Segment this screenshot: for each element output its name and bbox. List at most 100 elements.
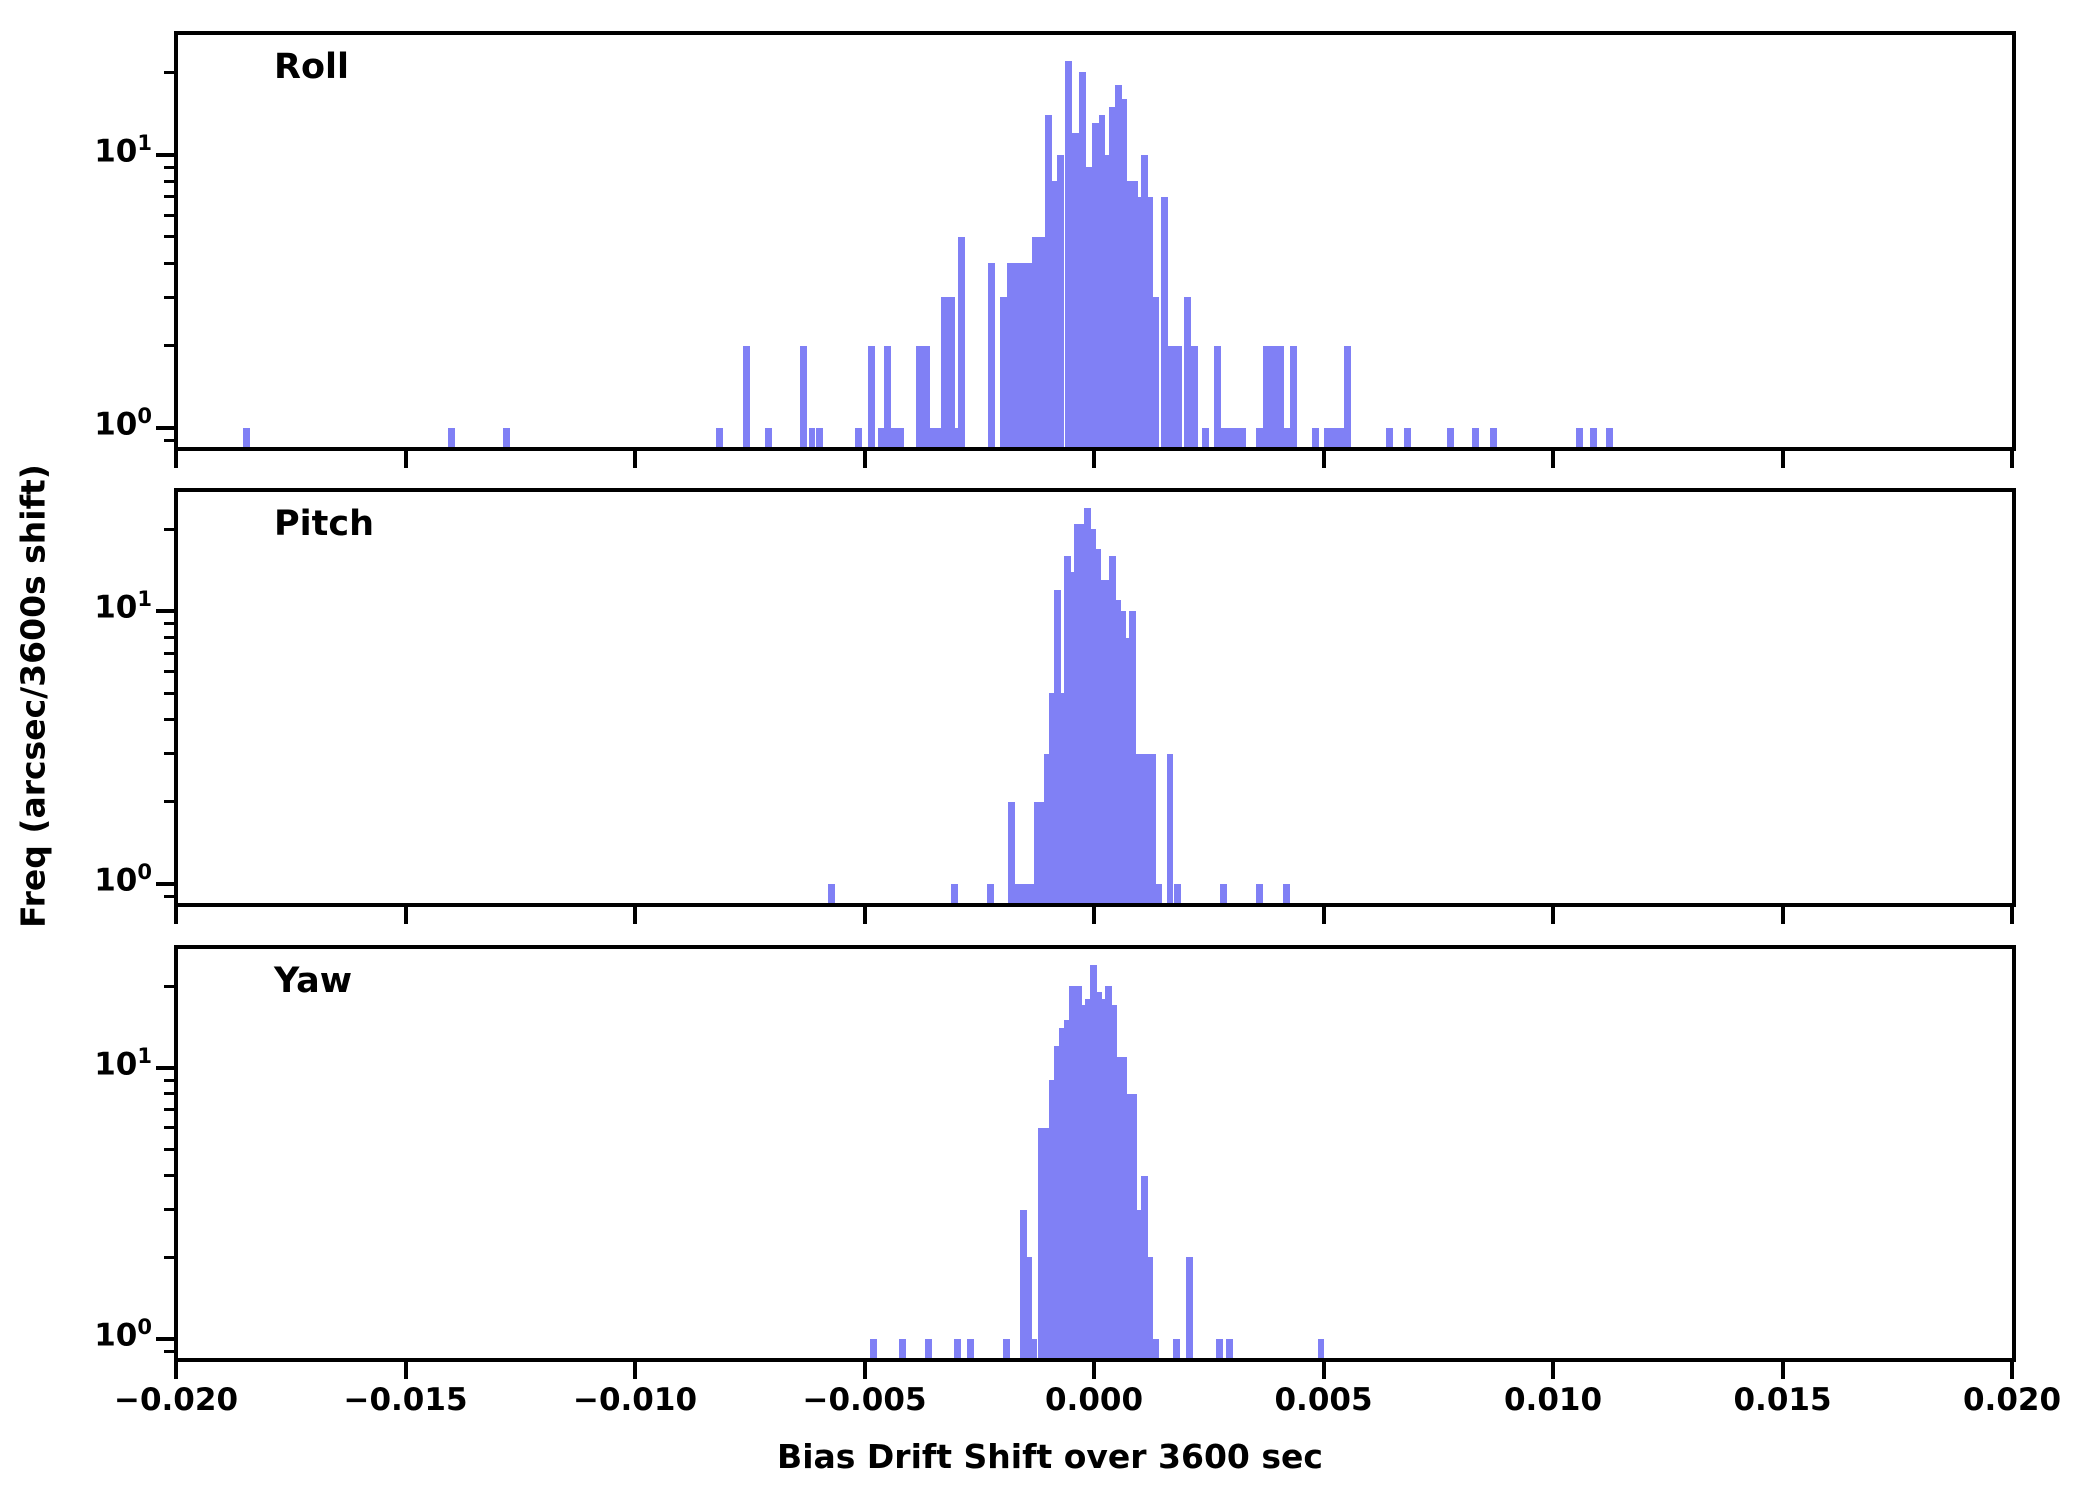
x-tick-mark bbox=[1551, 451, 1555, 468]
histogram-bar bbox=[899, 1338, 907, 1358]
histogram-bar bbox=[1330, 427, 1338, 447]
histogram-bar bbox=[1161, 196, 1168, 447]
histogram-bar bbox=[1490, 427, 1497, 447]
y-minor-tick-mark bbox=[164, 1255, 174, 1259]
x-tick-label: 0.020 bbox=[1962, 1382, 2062, 1418]
histogram-bar bbox=[1167, 345, 1175, 447]
histogram-bar bbox=[1099, 998, 1107, 1358]
x-tick-mark bbox=[1780, 451, 1785, 468]
histogram-bar bbox=[1025, 1257, 1033, 1358]
histogram-bar bbox=[1172, 1338, 1180, 1358]
histogram-bar bbox=[1108, 106, 1116, 447]
x-tick-mark bbox=[862, 451, 867, 468]
histogram-bar bbox=[1103, 154, 1111, 447]
histogram-bar bbox=[1125, 181, 1133, 447]
y-minor-tick-mark bbox=[164, 235, 174, 239]
y-minor-tick-mark bbox=[164, 179, 174, 183]
histogram-bar bbox=[1015, 883, 1022, 903]
x-tick-mark bbox=[2010, 1362, 2014, 1379]
histogram-bar bbox=[1151, 297, 1159, 447]
histogram-bar bbox=[1282, 883, 1290, 903]
y-minor-tick-mark bbox=[164, 527, 174, 531]
yaw-histogram-bars bbox=[178, 949, 2012, 1358]
histogram-bar bbox=[1000, 297, 1008, 447]
histogram-bar bbox=[987, 263, 995, 447]
histogram-bar bbox=[1058, 693, 1066, 903]
panel-label-yaw: Yaw bbox=[274, 961, 353, 1001]
histogram-bar bbox=[243, 427, 250, 447]
y-minor-tick-mark bbox=[164, 1349, 174, 1353]
histogram-bar bbox=[967, 1338, 975, 1358]
histogram-bar bbox=[808, 427, 816, 447]
y-minor-tick-mark bbox=[164, 1092, 174, 1096]
histogram-bar bbox=[933, 427, 941, 447]
histogram-bar bbox=[951, 883, 959, 903]
y-tick-label: 100 bbox=[94, 1314, 152, 1354]
y-tick-label: 101 bbox=[94, 1043, 152, 1083]
y-minor-tick-mark bbox=[164, 691, 174, 695]
x-tick-mark bbox=[403, 907, 408, 924]
x-tick-mark bbox=[1780, 1362, 1785, 1379]
histogram-bar bbox=[958, 236, 966, 447]
histogram-bar bbox=[1141, 1175, 1149, 1358]
histogram-bar bbox=[1404, 427, 1412, 447]
x-tick-mark bbox=[1321, 907, 1326, 924]
y-tick-mark bbox=[156, 609, 174, 614]
histogram-bar bbox=[1008, 801, 1016, 903]
panel-label-roll: Roll bbox=[274, 47, 349, 87]
y-tick-label: 101 bbox=[94, 130, 152, 169]
y-axis-label: Freq (arcsec/3600s shift) bbox=[13, 464, 53, 928]
histogram-bar bbox=[870, 1338, 878, 1358]
histogram-bar bbox=[1155, 883, 1162, 903]
y-minor-tick-mark bbox=[164, 1174, 174, 1178]
histogram-bar bbox=[1183, 297, 1191, 447]
y-tick-mark bbox=[156, 881, 174, 886]
y-tick-label: 100 bbox=[94, 859, 152, 899]
x-tick-mark bbox=[633, 451, 637, 468]
histogram-bar bbox=[922, 345, 930, 447]
histogram-bar bbox=[1115, 1056, 1122, 1358]
histogram-bar bbox=[1079, 72, 1087, 447]
y-minor-tick-mark bbox=[164, 438, 174, 442]
y-minor-tick-mark bbox=[164, 670, 174, 674]
x-tick-mark bbox=[174, 907, 178, 924]
histogram-bar bbox=[1091, 123, 1099, 447]
histogram-bar bbox=[1031, 236, 1039, 447]
histogram-bar bbox=[868, 345, 876, 447]
histogram-bar bbox=[1020, 263, 1028, 447]
histogram-bar bbox=[1030, 1338, 1038, 1358]
histogram-bar bbox=[715, 427, 723, 447]
histogram-bar bbox=[1216, 1338, 1223, 1358]
histogram-bar bbox=[827, 883, 835, 903]
histogram-bar bbox=[1098, 114, 1106, 447]
histogram-bar bbox=[1283, 427, 1290, 447]
y-minor-tick-mark bbox=[164, 343, 174, 347]
histogram-bar bbox=[1213, 345, 1221, 447]
histogram-bar bbox=[1276, 345, 1284, 447]
histogram-bar bbox=[954, 1338, 961, 1358]
histogram-bar bbox=[1256, 427, 1264, 447]
x-tick-label: 0.010 bbox=[1503, 1382, 1603, 1418]
histogram-bar bbox=[1105, 986, 1112, 1358]
histogram-bar bbox=[1013, 263, 1021, 447]
x-tick-mark bbox=[862, 907, 867, 924]
histogram-bar bbox=[1227, 427, 1234, 447]
panel-roll: Roll bbox=[174, 31, 2016, 451]
histogram-bar bbox=[1020, 1209, 1027, 1358]
histogram-bar bbox=[1054, 1046, 1061, 1358]
histogram-bar bbox=[1057, 154, 1065, 447]
x-tick-label: −0.015 bbox=[343, 1382, 468, 1418]
histogram-bar bbox=[1089, 964, 1097, 1358]
histogram-bar bbox=[1064, 1020, 1072, 1358]
histogram-bar bbox=[1038, 801, 1046, 903]
histogram-bar bbox=[816, 427, 824, 447]
y-tick-label: 100 bbox=[94, 403, 152, 443]
histogram-bar bbox=[1120, 1056, 1128, 1358]
histogram-bar bbox=[1312, 427, 1320, 447]
histogram-bar bbox=[1202, 427, 1210, 447]
histogram-bar bbox=[952, 427, 960, 447]
x-tick-mark bbox=[1092, 1362, 1096, 1379]
x-tick-mark bbox=[1092, 907, 1096, 924]
histogram-bar bbox=[1343, 345, 1351, 447]
panel-yaw: Yaw bbox=[174, 945, 2016, 1362]
